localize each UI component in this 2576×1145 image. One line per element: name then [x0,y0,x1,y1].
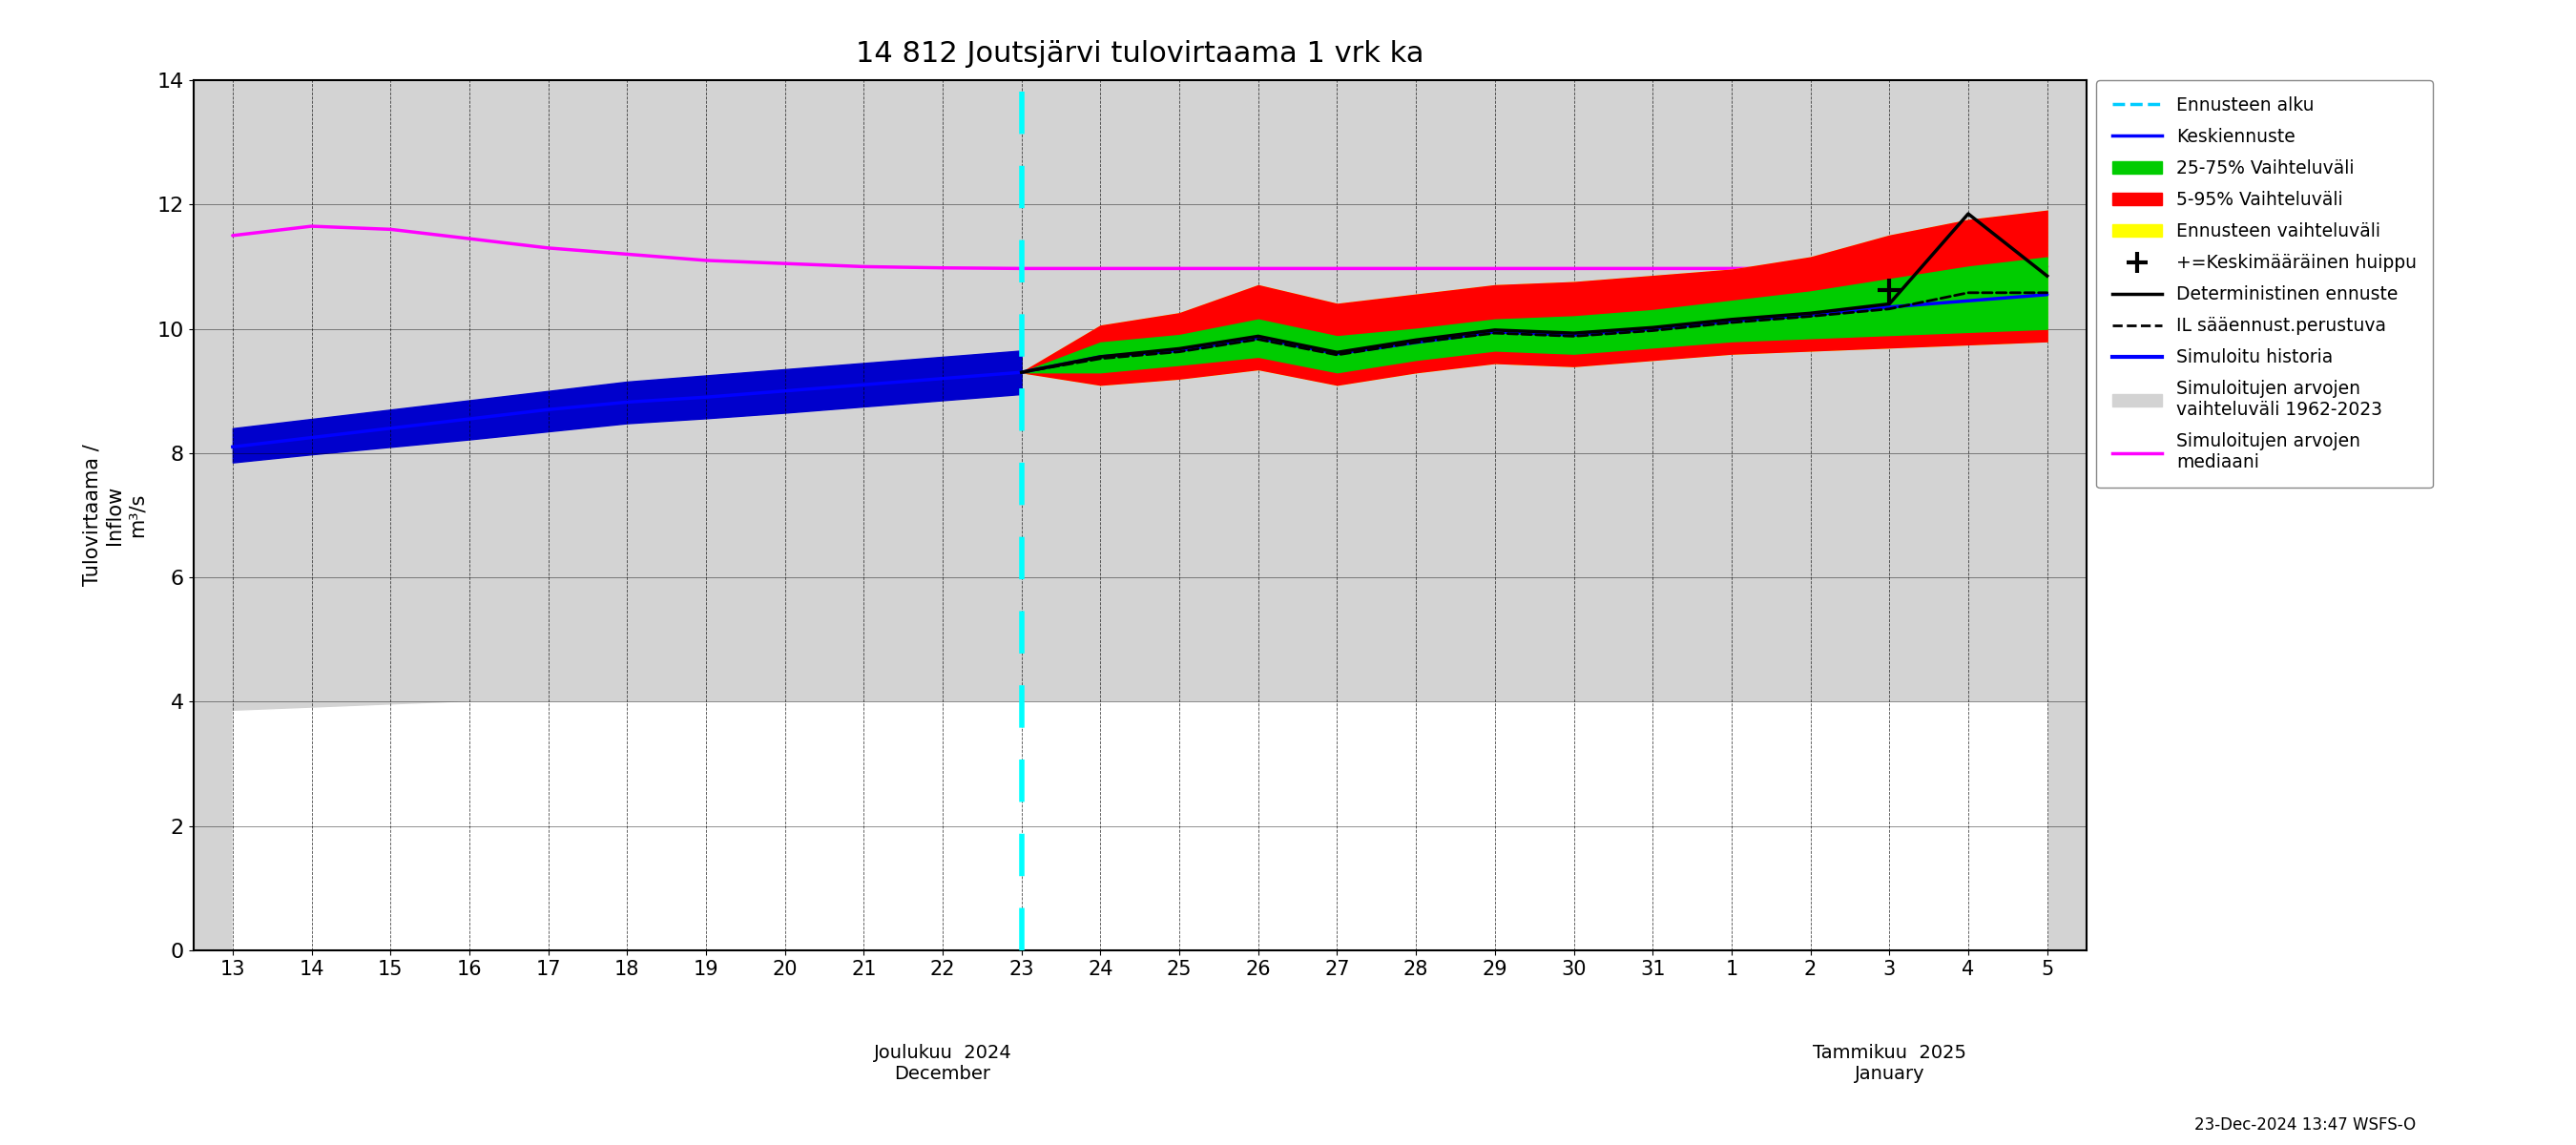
Title: 14 812 Joutsjärvi tulovirtaama 1 vrk ka: 14 812 Joutsjärvi tulovirtaama 1 vrk ka [855,40,1425,68]
Text: Tammikuu  2025
January: Tammikuu 2025 January [1814,1043,1965,1083]
Text: Joulukuu  2024
December: Joulukuu 2024 December [873,1043,1012,1083]
Y-axis label: Tulovirtaama /
Inflow
m³/s: Tulovirtaama / Inflow m³/s [82,444,147,586]
Legend: Ennusteen alku, Keskiennuste, 25-75% Vaihteluväli, 5-95% Vaihteluväli, Ennusteen: Ennusteen alku, Keskiennuste, 25-75% Vai… [2097,80,2434,488]
Text: 23-Dec-2024 13:47 WSFS-O: 23-Dec-2024 13:47 WSFS-O [2195,1116,2416,1134]
